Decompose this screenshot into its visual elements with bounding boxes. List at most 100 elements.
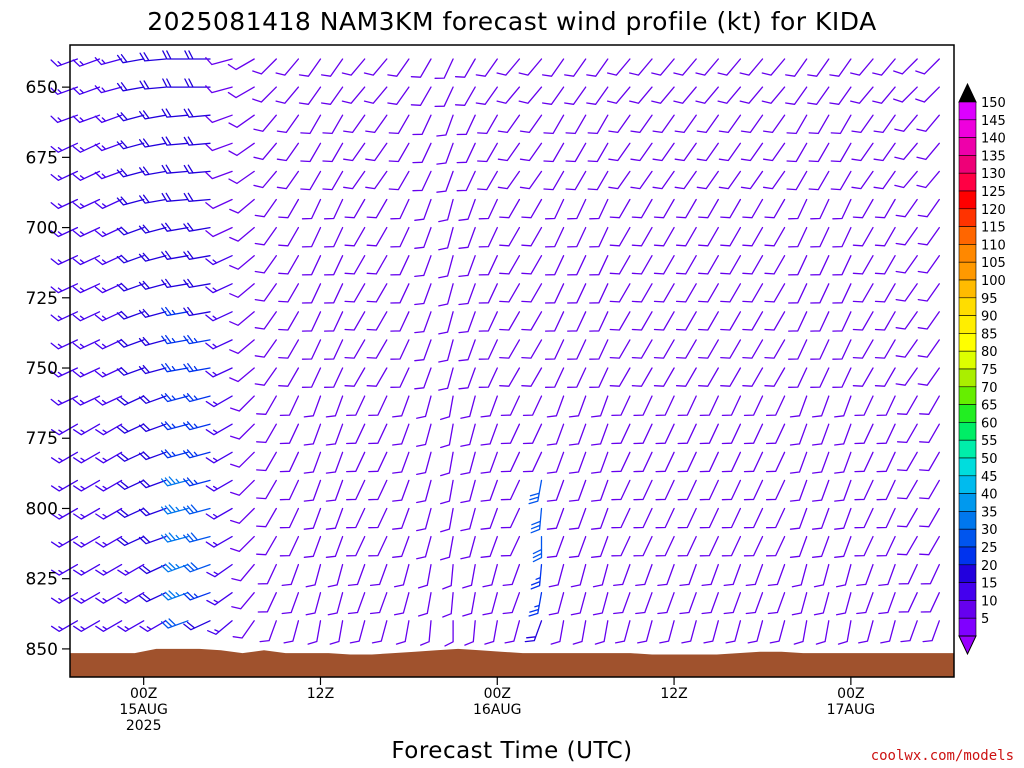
wind-barb bbox=[541, 86, 565, 105]
wind-barb bbox=[695, 58, 719, 76]
wind-barb bbox=[742, 311, 764, 331]
wind-barb bbox=[160, 504, 189, 515]
wind-barb bbox=[183, 504, 211, 515]
wind-barb bbox=[850, 58, 874, 76]
wind-barb bbox=[50, 451, 79, 464]
wind-barb bbox=[851, 170, 874, 190]
wind-barb bbox=[764, 311, 786, 331]
wind-barb bbox=[592, 592, 609, 616]
wind-barb bbox=[895, 226, 918, 246]
wind-barb bbox=[653, 255, 675, 275]
wind-barb bbox=[346, 423, 366, 445]
wind-barb bbox=[95, 563, 123, 576]
wind-barb bbox=[366, 283, 388, 303]
wind-barb bbox=[254, 198, 277, 218]
wind-barb bbox=[786, 142, 808, 163]
colorbar-swatch bbox=[958, 475, 977, 494]
wind-barb bbox=[567, 339, 587, 360]
wind-barb bbox=[278, 255, 300, 275]
wind-barb bbox=[183, 421, 211, 431]
wind-barb bbox=[521, 311, 543, 331]
wind-barb bbox=[876, 479, 896, 501]
wind-barb bbox=[438, 283, 454, 307]
wind-barb bbox=[717, 86, 742, 104]
wind-barb bbox=[303, 395, 322, 418]
wind-barb bbox=[518, 58, 543, 76]
wind-barb bbox=[303, 423, 322, 446]
wind-barb bbox=[568, 423, 587, 446]
wind-barb bbox=[414, 367, 432, 390]
wind-barb bbox=[789, 479, 808, 502]
colorbar-swatch bbox=[958, 119, 977, 138]
wind-barb bbox=[410, 86, 432, 106]
colorbar-swatch bbox=[958, 333, 977, 352]
wind-barb bbox=[368, 451, 388, 473]
colorbar-swatch bbox=[958, 244, 977, 263]
wind-barb bbox=[788, 226, 808, 248]
wind-barb bbox=[652, 142, 675, 162]
wind-barb bbox=[718, 114, 742, 134]
wind-barb bbox=[50, 620, 79, 632]
wind-barb bbox=[416, 451, 432, 476]
wind-barb bbox=[740, 114, 764, 134]
wind-barb bbox=[568, 479, 587, 502]
wind-barb bbox=[718, 170, 742, 190]
colorbar-swatch bbox=[958, 386, 977, 405]
wind-barb bbox=[116, 168, 145, 178]
wind-barb bbox=[256, 451, 277, 472]
wind-barb bbox=[916, 142, 940, 161]
wind-barb bbox=[832, 255, 852, 276]
x-tick-label: 00Z bbox=[130, 686, 157, 702]
y-tick-label: 725 bbox=[26, 289, 58, 309]
wind-barb bbox=[72, 198, 101, 210]
wind-barb bbox=[519, 170, 543, 190]
wind-barb bbox=[438, 198, 454, 223]
wind-barb bbox=[205, 57, 233, 66]
wind-barb bbox=[808, 170, 830, 191]
wind-barb bbox=[834, 535, 852, 558]
wind-barb bbox=[412, 170, 432, 192]
wind-barb bbox=[94, 395, 123, 406]
colorbar-swatch bbox=[958, 155, 977, 174]
wind-barb bbox=[633, 507, 653, 529]
wind-barb bbox=[590, 395, 609, 418]
y-tick-label: 675 bbox=[26, 148, 58, 168]
wind-barb bbox=[230, 535, 255, 553]
wind-barb bbox=[478, 367, 498, 388]
wind-barb bbox=[834, 451, 852, 474]
wind-barb bbox=[895, 367, 918, 386]
wind-barb bbox=[874, 255, 896, 275]
wind-barb bbox=[257, 563, 277, 585]
wind-barb bbox=[878, 592, 896, 615]
wind-barb bbox=[652, 170, 675, 190]
wind-barb bbox=[160, 393, 189, 403]
wind-barb bbox=[256, 535, 277, 556]
wind-barb bbox=[544, 198, 565, 220]
wind-barb bbox=[275, 86, 300, 104]
wind-barb bbox=[565, 142, 587, 163]
wind-barb bbox=[895, 198, 918, 218]
colorbar-label: 140 bbox=[981, 132, 1006, 147]
wind-barb bbox=[852, 311, 874, 331]
wind-barb bbox=[720, 311, 742, 331]
wind-barb bbox=[631, 198, 653, 219]
wind-barb bbox=[458, 367, 476, 390]
wind-barb bbox=[283, 620, 300, 644]
colorbar-swatch bbox=[958, 315, 977, 334]
wind-barb bbox=[919, 395, 940, 415]
wind-barb bbox=[94, 57, 123, 66]
wind-barb bbox=[160, 532, 189, 543]
wind-barb bbox=[830, 142, 852, 163]
wind-barb bbox=[499, 339, 521, 359]
wind-barb bbox=[832, 283, 852, 304]
wind-barb bbox=[742, 367, 764, 387]
wind-barb bbox=[674, 114, 697, 134]
wind-barb bbox=[541, 58, 565, 77]
wind-barb bbox=[893, 58, 918, 75]
wind-barb bbox=[365, 114, 388, 134]
wind-barb bbox=[898, 563, 918, 585]
wind-barb bbox=[811, 535, 830, 558]
wind-barb bbox=[500, 423, 521, 445]
colorbar-label: 105 bbox=[981, 256, 1006, 271]
wind-barb bbox=[611, 507, 631, 529]
